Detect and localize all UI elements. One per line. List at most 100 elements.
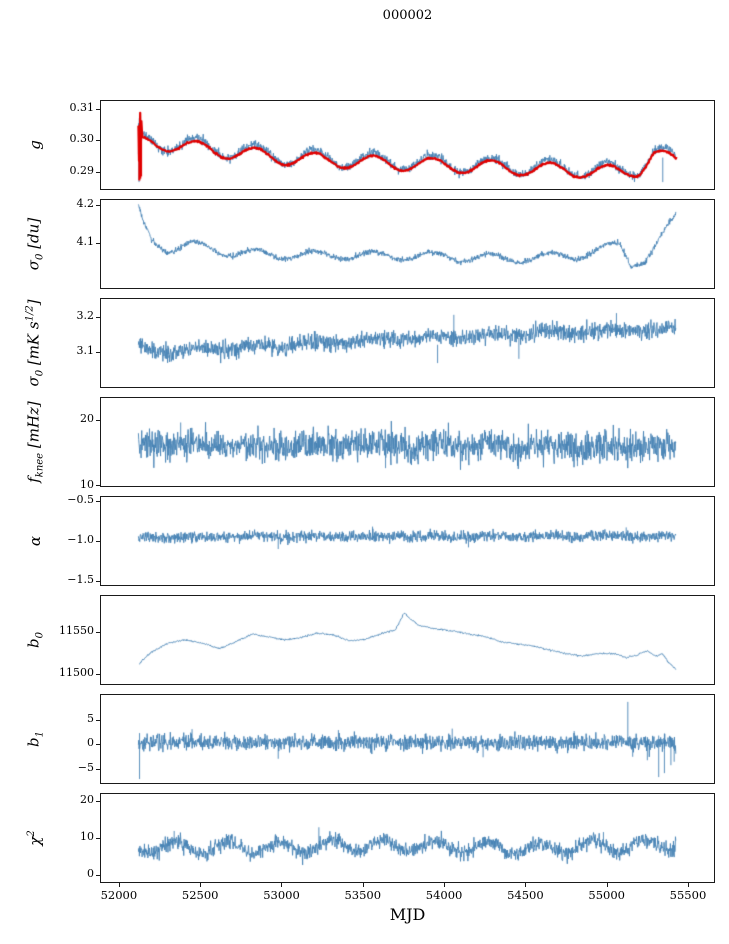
y-tick-label: −1.5 <box>67 573 94 586</box>
y-tick-mark <box>96 674 100 675</box>
y-tick-mark <box>96 744 100 745</box>
y-tick-gutter: 0 10 20 <box>52 793 96 883</box>
y-tick-mark <box>96 632 100 633</box>
series-canvas <box>101 398 714 486</box>
series-canvas <box>101 200 714 288</box>
y-tick-mark <box>96 720 100 721</box>
y-tick-label: 20 <box>80 792 94 806</box>
y-tick-label: 20 <box>80 411 94 425</box>
x-tick-label: 55000 <box>588 888 625 902</box>
y-axis-label: σ0 [du] <box>24 217 46 271</box>
y-tick-label: 3.1 <box>76 343 95 357</box>
y-tick-mark <box>96 243 100 244</box>
x-tick-label: 52000 <box>100 888 138 902</box>
series-canvas <box>101 695 714 783</box>
y-tick-mark <box>96 109 100 110</box>
x-tick-mark <box>607 883 608 887</box>
x-tick-label: 52500 <box>181 888 219 902</box>
y-axis-label-wrap: σ0 [mK s1/2] <box>16 298 54 388</box>
y-tick-mark <box>96 420 100 421</box>
y-tick-label: 10 <box>80 478 94 491</box>
y-tick-label: −0.5 <box>67 493 94 506</box>
y-tick-label: 4.2 <box>76 196 95 210</box>
y-tick-label: −5 <box>77 761 94 775</box>
y-tick-gutter: −5 0 5 <box>52 694 96 784</box>
y-tick-label: 3.2 <box>76 308 95 322</box>
x-tick-label: 54500 <box>507 888 544 902</box>
y-tick-mark <box>96 801 100 802</box>
x-tick-label: 53000 <box>263 888 300 902</box>
plot-area <box>96 199 715 289</box>
subplot-sigma0-mk: σ0 [mK s1/2] 3.1 3.2 <box>0 298 729 388</box>
y-axis-label-wrap: g <box>16 100 54 190</box>
y-tick-label: 0.29 <box>69 163 95 177</box>
y-tick-gutter: 4.1 4.2 <box>52 196 96 289</box>
x-tick-mark <box>200 883 201 887</box>
y-axis-label: α <box>26 535 44 547</box>
x-tick-mark <box>525 883 526 887</box>
subplot-chi2: χ2 0 10 20 <box>0 793 729 887</box>
y-tick-gutter: 10 20 <box>52 397 96 490</box>
y-axis-label-wrap: b1 <box>16 694 54 784</box>
x-tick-mark <box>281 883 282 887</box>
y-tick-label: 0 <box>87 866 94 880</box>
subplot-fknee: fknee [mHz] 10 20 <box>0 397 729 491</box>
y-axis-label-wrap: α <box>16 496 54 586</box>
y-tick-label: 10 <box>80 829 94 843</box>
y-tick-gutter: −1.5 −1.0 −0.5 <box>52 493 96 586</box>
subplot-sigma0-du: σ0 [du] 4.1 4.2 <box>0 196 729 289</box>
y-tick-mark <box>96 838 100 839</box>
y-tick-mark <box>96 205 100 206</box>
subplot-b0: b0 11500 11550 <box>0 595 729 685</box>
y-tick-mark <box>96 875 100 876</box>
y-tick-label: 0.30 <box>69 132 95 146</box>
y-tick-mark <box>96 485 100 486</box>
x-tick-label: 53500 <box>344 888 382 902</box>
y-tick-label: 0.31 <box>69 100 95 114</box>
y-tick-mark <box>96 317 100 318</box>
y-tick-label: 11500 <box>59 665 94 679</box>
subplot-b1: b1 −5 0 5 <box>0 694 729 784</box>
y-tick-mark <box>96 501 100 502</box>
y-axis-label: b0 <box>24 632 46 648</box>
x-tick-label: 55500 <box>669 888 707 902</box>
figure-title: 000002 <box>382 8 433 23</box>
y-tick-mark <box>96 581 100 582</box>
subplot-alpha: α −1.5 −1.0 −0.5 <box>0 493 729 586</box>
y-axis-label: b1 <box>24 731 46 747</box>
series-canvas <box>101 299 714 387</box>
x-tick-mark <box>363 883 364 887</box>
y-axis-label: χ2 <box>26 830 44 846</box>
y-tick-mark <box>96 172 100 173</box>
x-tick-mark <box>444 883 445 887</box>
y-tick-mark <box>96 541 100 542</box>
y-tick-label: 11550 <box>59 623 94 637</box>
y-axis-label: σ0 [mK s1/2] <box>24 299 46 387</box>
series-canvas <box>101 497 714 585</box>
y-tick-gutter: 0.29 0.30 0.31 <box>52 100 96 190</box>
y-tick-label: 4.1 <box>76 235 95 249</box>
y-tick-gutter: 11500 11550 <box>52 595 96 685</box>
y-axis-label-wrap: b0 <box>16 595 54 685</box>
x-tick-mark <box>119 883 120 887</box>
y-tick-mark <box>96 140 100 141</box>
y-axis-label: fknee [mHz] <box>24 401 46 483</box>
y-tick-label: 0 <box>87 736 94 750</box>
series-canvas <box>101 101 714 189</box>
plot-area <box>96 793 715 887</box>
x-tick-mark <box>688 883 689 887</box>
series-canvas <box>101 596 714 684</box>
x-tick-labels: 52000 52500 53000 53500 54000 54500 55000 55500 <box>101 888 714 902</box>
y-tick-label: −1.0 <box>67 533 94 546</box>
plot-area <box>96 694 715 784</box>
plot-area <box>96 397 715 487</box>
y-tick-gutter: 3.1 3.2 <box>52 298 96 388</box>
x-tick-label: 54000 <box>425 888 463 902</box>
plot-area <box>96 496 715 586</box>
y-axis-label-wrap: fknee [mHz] <box>16 397 54 487</box>
x-axis-label: MJD <box>389 905 426 924</box>
y-tick-mark <box>96 352 100 353</box>
y-tick-label: 5 <box>87 711 94 725</box>
plot-area <box>96 298 715 388</box>
